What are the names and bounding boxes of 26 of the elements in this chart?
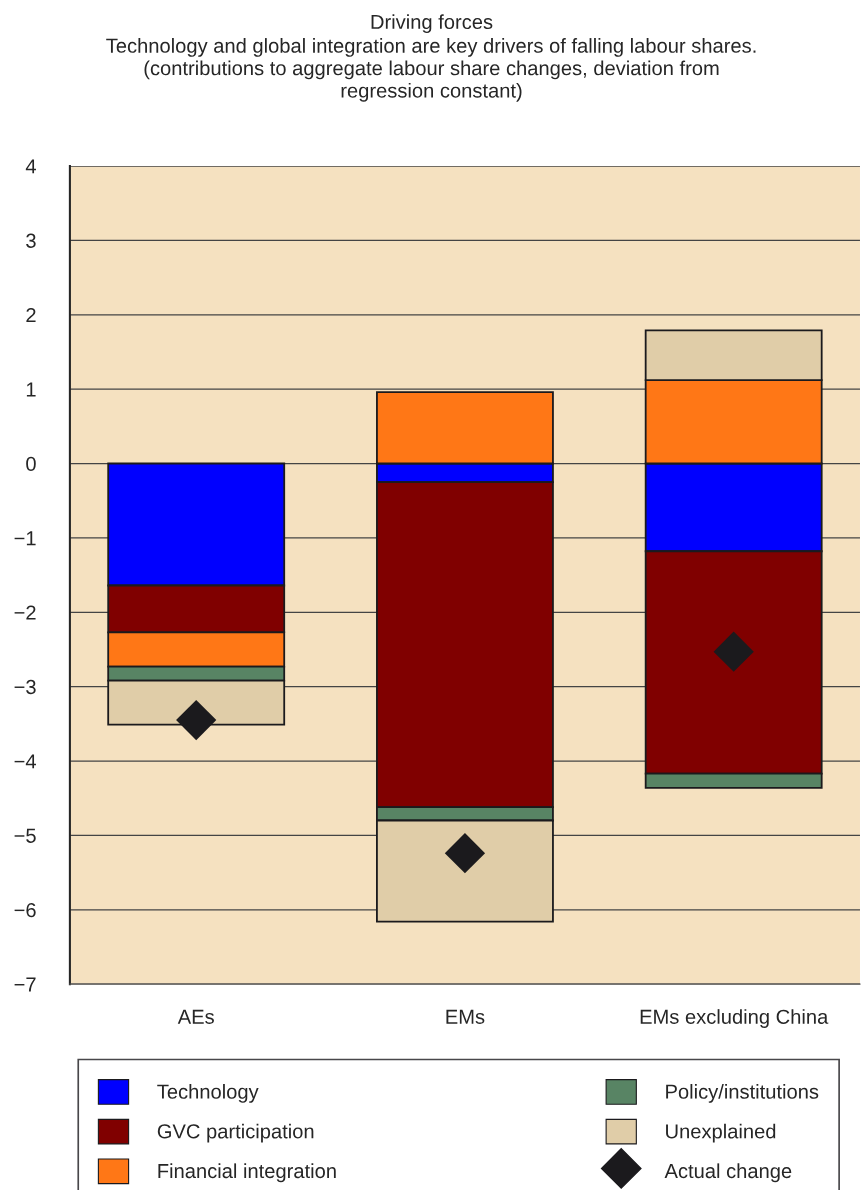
legend-label: Unexplained [666,1123,776,1143]
point [713,631,754,672]
y-tick-label: 0 [26,456,36,471]
y-tick-label: 2 [26,307,36,323]
y-tick-label: −1 [14,531,36,546]
y-tick-label: −2 [14,605,36,620]
y-tick-label: −7 [14,977,36,992]
y-tick-label: −6 [14,902,36,918]
y-tick-label: 1 [26,382,36,397]
y-tick-label: −5 [14,828,36,843]
y-tick-label: 3 [26,233,36,248]
legend-label: Policy/institutions [666,1084,819,1103]
y-tick-label: −3 [14,679,36,695]
x-tick-label: EMs [446,1009,485,1024]
point [176,699,217,741]
y-tick-label: −4 [14,754,36,769]
legend-label: GVC participation [157,1123,314,1143]
chart-title: Driving forces [371,14,493,34]
chart-subtitle: Technology and global integration are key drivers of falling labour shares. (contributions to aggregate labour share changes, deviation from regression constant) [106,38,756,102]
legend-label: Actual change [664,1163,792,1183]
x-tick-label: EMs excluding China [640,1009,829,1028]
point [444,833,486,874]
legend-label: Financial integration [158,1163,336,1183]
legend-label: Technology [157,1084,259,1103]
y-tick-label: 4 [25,159,36,174]
x-tick-label: AEs [177,1009,214,1024]
